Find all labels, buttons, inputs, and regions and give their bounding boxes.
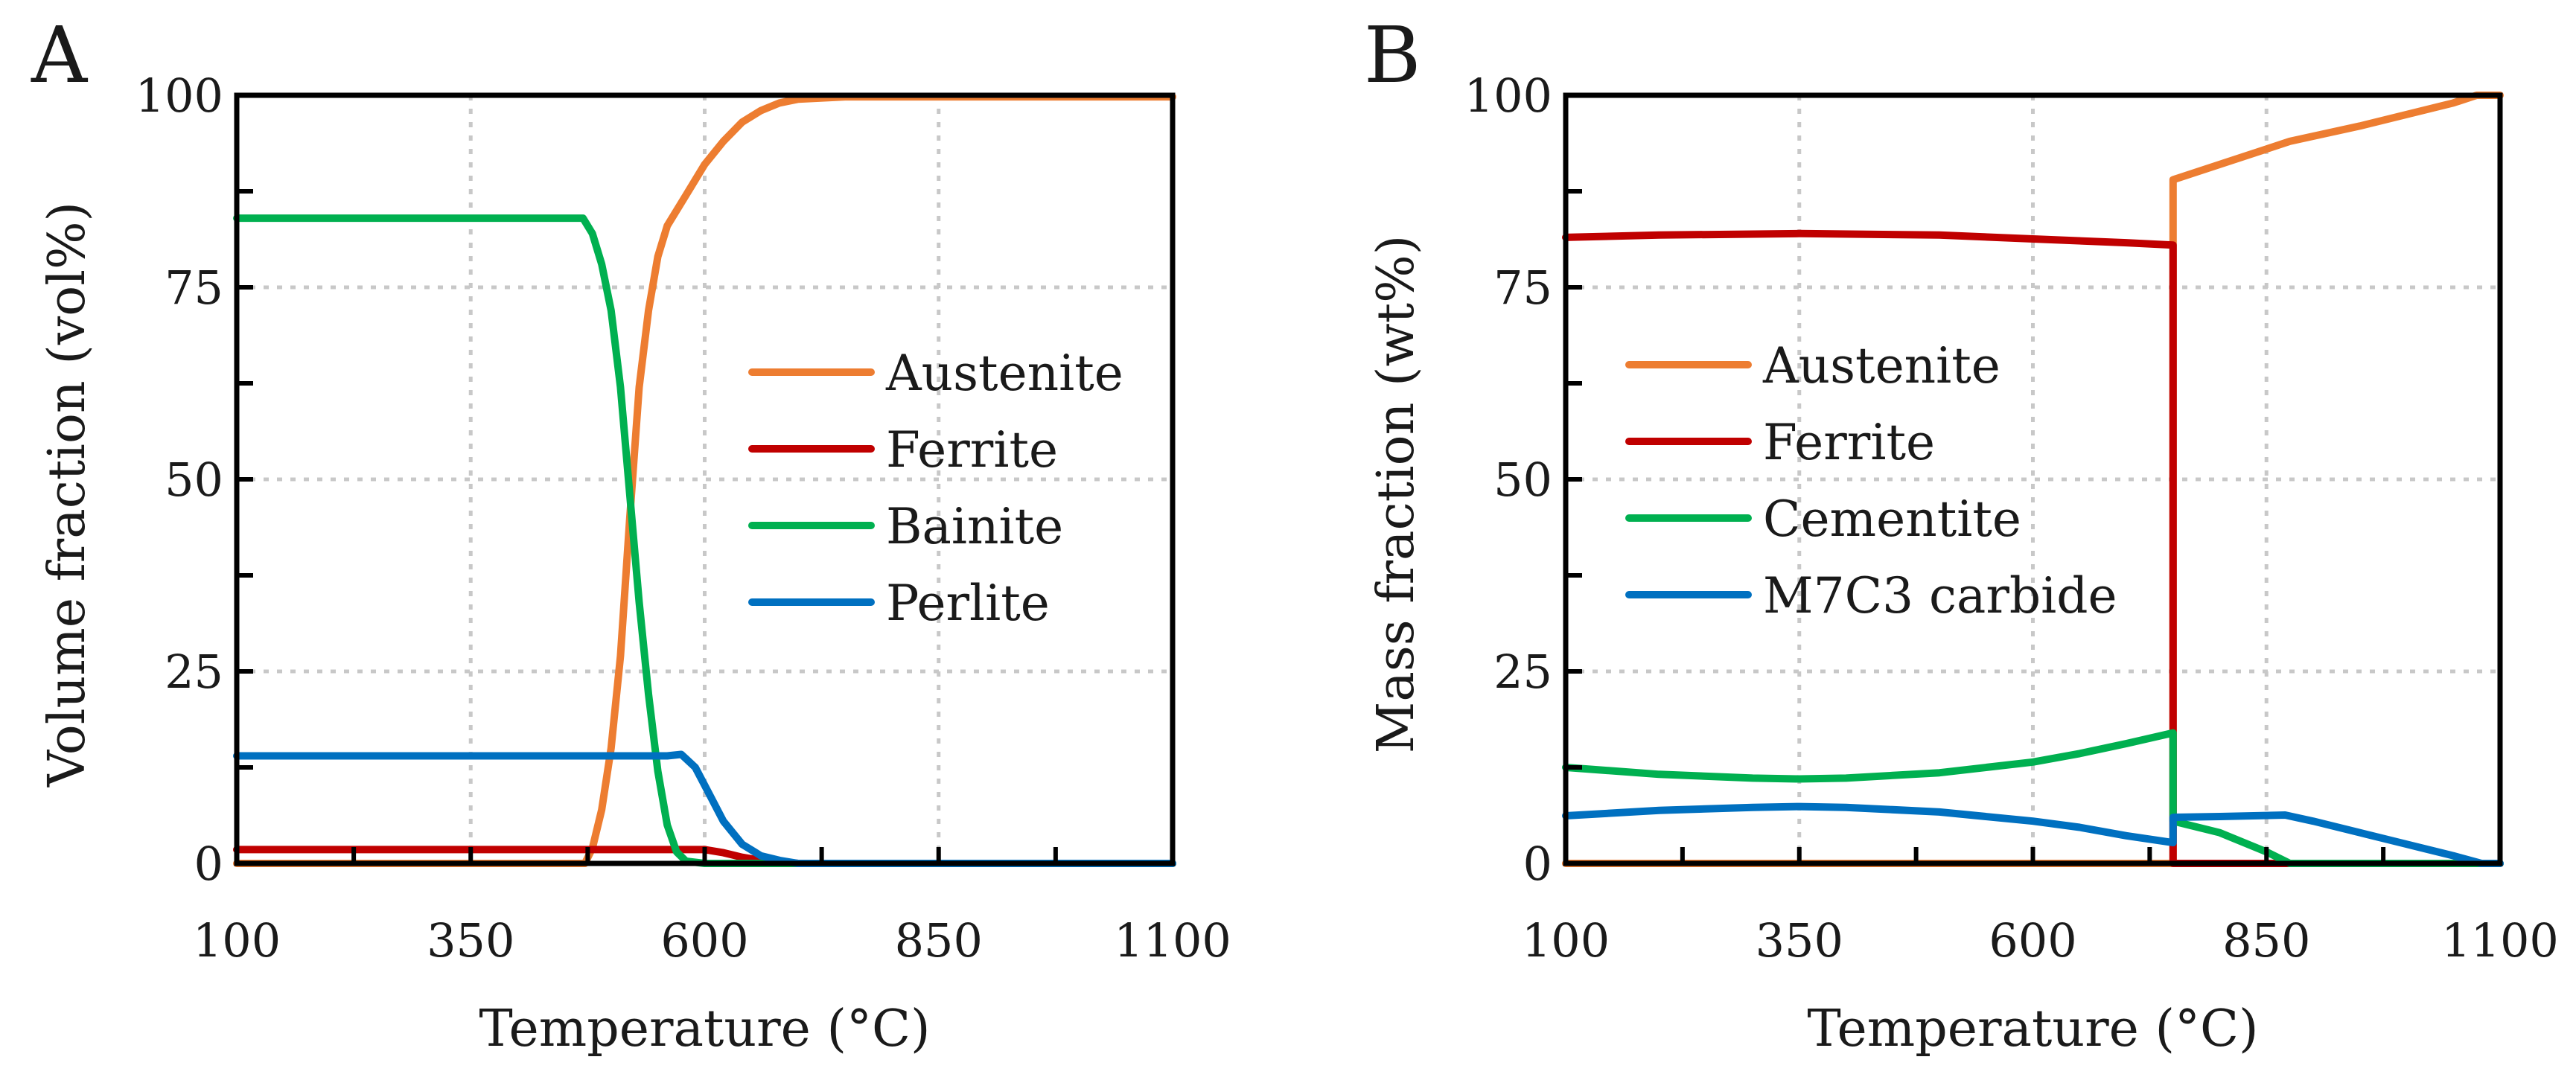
legend-label-ferrite: Ferrite <box>1763 414 1935 471</box>
y-tick-label: 75 <box>165 261 223 315</box>
x-tick-label: 600 <box>1989 913 2076 968</box>
x-tick-label: 850 <box>2222 913 2310 968</box>
panel-a-ticks <box>237 189 1058 863</box>
panel-a: A 100 350 600 850 1100 0 25 50 75 100 Temperature… <box>31 10 1231 1058</box>
panel-a-tick-labels: 100 350 600 850 1100 0 25 50 75 100 <box>136 68 1231 968</box>
x-tick-label: 1100 <box>2441 913 2559 968</box>
x-tick-label: 850 <box>895 913 983 968</box>
y-tick-label: 25 <box>165 645 223 699</box>
legend-label-austenite: Austenite <box>1762 337 2000 394</box>
panel-b-grid <box>1566 93 2500 863</box>
x-tick-label: 1100 <box>1114 913 1231 968</box>
panel-b-y-axis-title: Mass fraction (wt%) <box>1367 235 1426 754</box>
panel-b-series-cementite <box>1562 729 2504 867</box>
y-tick-label: 50 <box>165 453 223 507</box>
x-tick-label: 350 <box>1756 913 1843 968</box>
panel-b-ticks <box>1566 189 2386 863</box>
legend-label-bainite: Bainite <box>886 498 1063 555</box>
panel-b-series-m7c3-carbide <box>1562 802 2504 867</box>
y-tick-label: 0 <box>1523 837 1552 891</box>
panel-a-grid <box>237 93 1173 863</box>
legend-label-ferrite: Ferrite <box>886 421 1058 479</box>
y-tick-label: 0 <box>194 837 223 891</box>
x-tick-label: 350 <box>427 913 514 968</box>
x-tick-label: 600 <box>660 913 748 968</box>
panel-a-series-bainite <box>233 214 1176 867</box>
legend-label-perlite: Perlite <box>886 575 1050 632</box>
x-tick-label: 100 <box>193 913 281 968</box>
y-tick-label: 100 <box>136 68 223 123</box>
y-tick-label: 25 <box>1493 645 1552 699</box>
y-tick-label: 75 <box>1493 261 1552 315</box>
panel-a-x-axis-title: Temperature (°C) <box>479 1000 930 1058</box>
panel-b: B 100 350 600 850 1100 0 25 50 75 100 Temperature… <box>1364 10 2559 1058</box>
panel-a-letter: A <box>31 10 89 100</box>
legend-label-m7c3-carbide: M7C3 carbide <box>1763 567 2117 624</box>
legend-label-cementite: Cementite <box>1763 491 2021 548</box>
x-tick-label: 100 <box>1522 913 1610 968</box>
panel-a-y-axis-title: Volume fraction (vol%) <box>38 202 97 788</box>
y-tick-label: 100 <box>1464 68 1552 123</box>
panel-b-series <box>1562 92 2504 867</box>
panel-b-legend: Austenite Ferrite Cementite M7C3 carbide <box>1625 337 2117 624</box>
panel-a-series-austenite <box>233 93 1176 867</box>
panel-b-x-axis-title: Temperature (°C) <box>1807 1000 2258 1058</box>
legend-label-austenite: Austenite <box>885 345 1123 402</box>
panel-b-series-ferrite <box>1562 229 2504 867</box>
y-tick-label: 50 <box>1493 453 1552 507</box>
panel-b-tick-labels: 100 350 600 850 1100 0 25 50 75 100 <box>1464 68 2559 968</box>
panel-a-legend: Austenite Ferrite Bainite Perlite <box>748 345 1123 632</box>
panel-b-letter: B <box>1364 10 1421 100</box>
